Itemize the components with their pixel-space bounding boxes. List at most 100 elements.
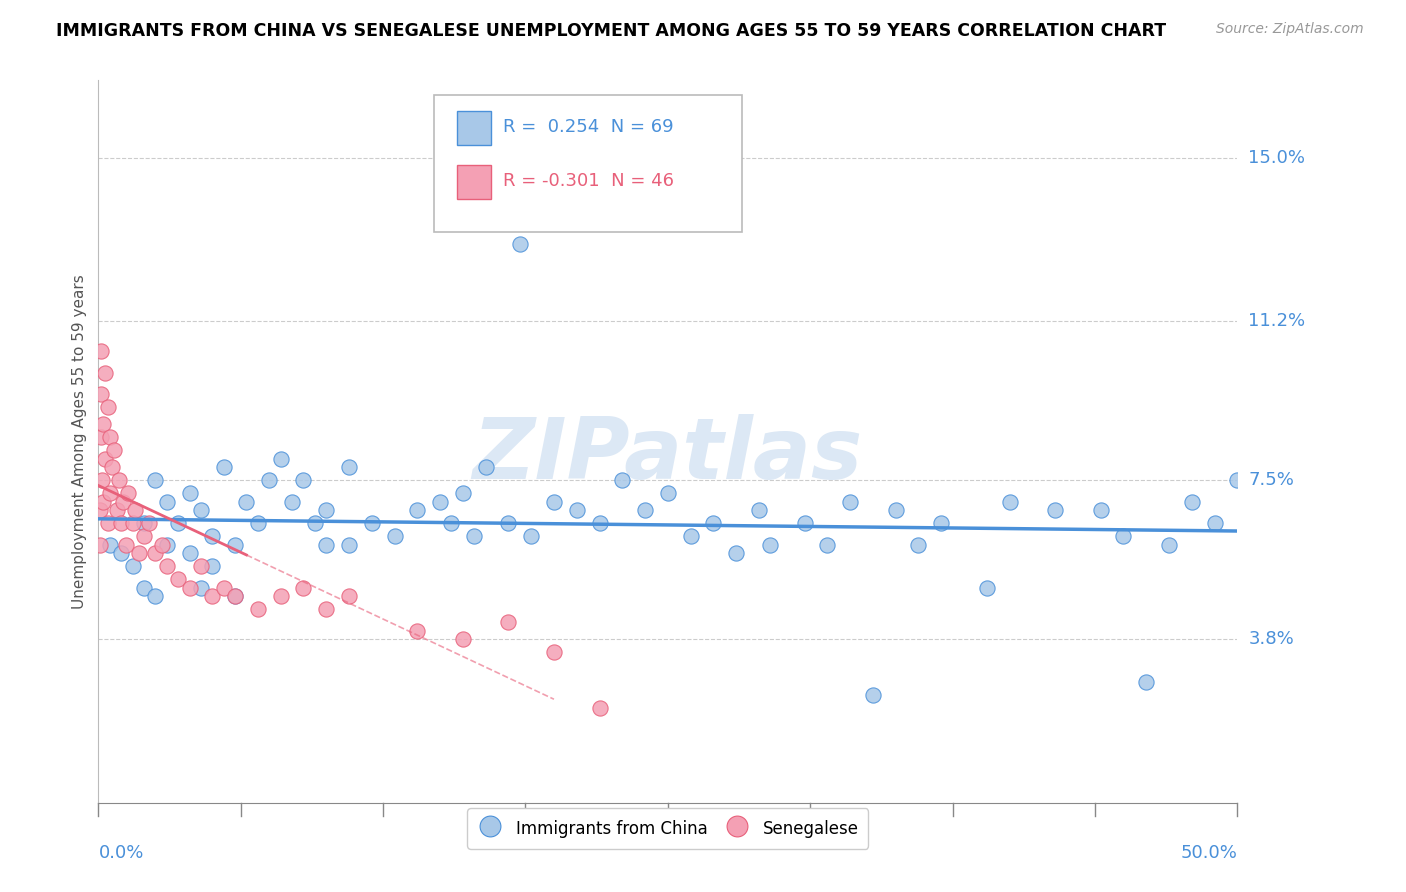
Point bbox=[117, 486, 139, 500]
Point bbox=[520, 529, 543, 543]
Point bbox=[474, 460, 496, 475]
Point bbox=[246, 516, 269, 531]
Point bbox=[884, 503, 907, 517]
Point bbox=[224, 538, 246, 552]
Text: 50.0%: 50.0% bbox=[1181, 845, 1237, 863]
Point bbox=[150, 538, 173, 552]
Text: 11.2%: 11.2% bbox=[1249, 312, 1306, 330]
Point bbox=[224, 590, 246, 604]
Point bbox=[96, 516, 118, 531]
Point bbox=[337, 538, 360, 552]
Point bbox=[292, 473, 315, 487]
Text: Source: ZipAtlas.com: Source: ZipAtlas.com bbox=[1216, 22, 1364, 37]
Point bbox=[246, 602, 269, 616]
Point bbox=[657, 486, 679, 500]
Point bbox=[498, 516, 520, 531]
Point bbox=[315, 503, 337, 517]
Point bbox=[105, 503, 128, 517]
Point bbox=[91, 417, 114, 432]
Point bbox=[998, 494, 1021, 508]
Point bbox=[224, 590, 246, 604]
Text: 15.0%: 15.0% bbox=[1249, 149, 1305, 167]
Point bbox=[498, 615, 520, 630]
Point bbox=[634, 503, 657, 517]
Point bbox=[179, 546, 201, 560]
Point bbox=[440, 516, 463, 531]
Point bbox=[281, 494, 304, 508]
Point bbox=[1090, 503, 1112, 517]
Text: 0.0%: 0.0% bbox=[98, 845, 143, 863]
Point bbox=[103, 443, 125, 458]
Point bbox=[759, 538, 782, 552]
Point bbox=[543, 645, 565, 659]
Point bbox=[793, 516, 815, 531]
Point bbox=[315, 538, 337, 552]
Point bbox=[89, 538, 111, 552]
Point bbox=[138, 516, 160, 531]
Point bbox=[101, 460, 124, 475]
Text: IMMIGRANTS FROM CHINA VS SENEGALESE UNEMPLOYMENT AMONG AGES 55 TO 59 YEARS CORRE: IMMIGRANTS FROM CHINA VS SENEGALESE UNEM… bbox=[56, 22, 1167, 40]
Point bbox=[839, 494, 862, 508]
Point bbox=[337, 590, 360, 604]
Point bbox=[201, 529, 224, 543]
Point bbox=[114, 538, 136, 552]
Point bbox=[270, 451, 292, 466]
Point bbox=[451, 486, 474, 500]
Point bbox=[304, 516, 326, 531]
Point bbox=[509, 236, 531, 251]
Point bbox=[98, 486, 121, 500]
Point bbox=[429, 494, 451, 508]
Point bbox=[201, 590, 224, 604]
Point bbox=[91, 494, 114, 508]
Point bbox=[90, 430, 112, 444]
Point bbox=[145, 473, 167, 487]
Point bbox=[201, 559, 224, 574]
Point bbox=[907, 538, 929, 552]
Point bbox=[98, 538, 121, 552]
Point bbox=[132, 581, 155, 595]
Point bbox=[1112, 529, 1135, 543]
Y-axis label: Unemployment Among Ages 55 to 59 years: Unemployment Among Ages 55 to 59 years bbox=[72, 274, 87, 609]
Point bbox=[167, 572, 190, 586]
Text: 3.8%: 3.8% bbox=[1249, 631, 1294, 648]
Point bbox=[167, 516, 190, 531]
Point bbox=[1204, 516, 1226, 531]
Point bbox=[179, 581, 201, 595]
Point bbox=[98, 430, 121, 444]
Point bbox=[212, 460, 235, 475]
Point bbox=[132, 529, 155, 543]
Point bbox=[90, 344, 112, 359]
Point bbox=[156, 559, 179, 574]
Point bbox=[565, 503, 588, 517]
Point bbox=[190, 559, 212, 574]
Point bbox=[270, 590, 292, 604]
Point bbox=[145, 590, 167, 604]
FancyBboxPatch shape bbox=[457, 111, 491, 145]
Point bbox=[315, 602, 337, 616]
Text: ZIPatlas: ZIPatlas bbox=[472, 415, 863, 498]
Legend: Immigrants from China, Senegalese: Immigrants from China, Senegalese bbox=[467, 808, 869, 848]
Point bbox=[108, 473, 131, 487]
Point bbox=[90, 387, 112, 401]
Point bbox=[702, 516, 724, 531]
Point bbox=[259, 473, 281, 487]
Point bbox=[406, 503, 429, 517]
Point bbox=[179, 486, 201, 500]
Point bbox=[1043, 503, 1066, 517]
Point bbox=[292, 581, 315, 595]
Point bbox=[1226, 473, 1249, 487]
Point bbox=[190, 503, 212, 517]
Point bbox=[110, 546, 132, 560]
Point bbox=[384, 529, 406, 543]
Point bbox=[145, 546, 167, 560]
Point bbox=[725, 546, 748, 560]
Point bbox=[612, 473, 634, 487]
Point bbox=[235, 494, 257, 508]
Point bbox=[110, 516, 132, 531]
Point bbox=[588, 701, 610, 715]
Point bbox=[862, 688, 884, 702]
Point bbox=[929, 516, 952, 531]
Point bbox=[112, 494, 135, 508]
Point bbox=[90, 473, 112, 487]
Point bbox=[94, 451, 117, 466]
